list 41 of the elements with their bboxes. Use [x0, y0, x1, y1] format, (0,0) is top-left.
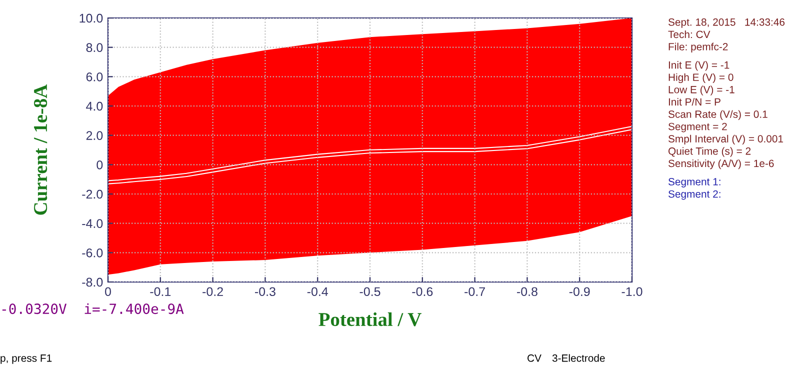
x-tick-label: -1.0 [622, 287, 642, 296]
y-tick-label: 10.0 [80, 14, 103, 23]
y-tick-label: 2.0 [86, 131, 103, 140]
x-tick-label: -0.9 [569, 287, 590, 296]
x-tick-label: -0.8 [516, 287, 538, 296]
text: Segment 1: [668, 178, 720, 188]
x-tick-label: -0.3 [254, 287, 276, 296]
text: Init P/N = P [668, 98, 720, 106]
text: -0.0320V i=-7.400e-9A [2, 303, 184, 314]
text: Init E (V) = -1 [668, 61, 730, 71]
x-tick-label: -0.6 [412, 287, 433, 296]
x-tick-label: -0.5 [360, 287, 380, 296]
text: Tech: CV [668, 30, 710, 38]
text: Smpl Interval (V) = 0.001 [668, 134, 783, 145]
x-tick-label: -0.1 [150, 287, 171, 296]
text: Segment = 2 [668, 122, 727, 132]
x-tick-label: -0.2 [202, 287, 223, 296]
y-tick-label: 0 [96, 160, 103, 170]
y-tick-label: -6.0 [82, 248, 103, 258]
x-tick-label: -0.4 [307, 287, 328, 296]
text: CV [528, 354, 542, 362]
text: File: pemfc-2 [668, 42, 728, 52]
y-tick-label: 6.0 [86, 72, 103, 82]
text: Scan Rate (V/s) = 0.1 [668, 110, 768, 120]
x-tick-label: -0.7 [464, 287, 485, 296]
y-tick-label: 8.0 [86, 43, 103, 52]
text: 3-Electrode [552, 354, 605, 362]
text: Sensitivity (A/V) = 1e-6 [668, 159, 774, 170]
text: Low E (V) = -1 [668, 86, 734, 96]
text: Segment 2: [668, 190, 720, 200]
y-axis-title: Current / 1e-8A [34, 84, 48, 215]
y-tick-label: -8.0 [82, 278, 103, 287]
text: Sept. 18, 2015 14:33:46 [668, 18, 785, 28]
text: High E (V) = 0 [668, 73, 734, 84]
y-tick-label: -4.0 [82, 219, 103, 228]
x-tick-label: 0 [105, 287, 111, 296]
x-axis-title: Potential / V [318, 312, 422, 326]
text: p, press F1 [0, 354, 52, 364]
y-tick-label: 4.0 [86, 102, 103, 111]
y-tick-label: -2.0 [82, 190, 103, 199]
text: Quiet Time (s) = 2 [668, 147, 751, 157]
